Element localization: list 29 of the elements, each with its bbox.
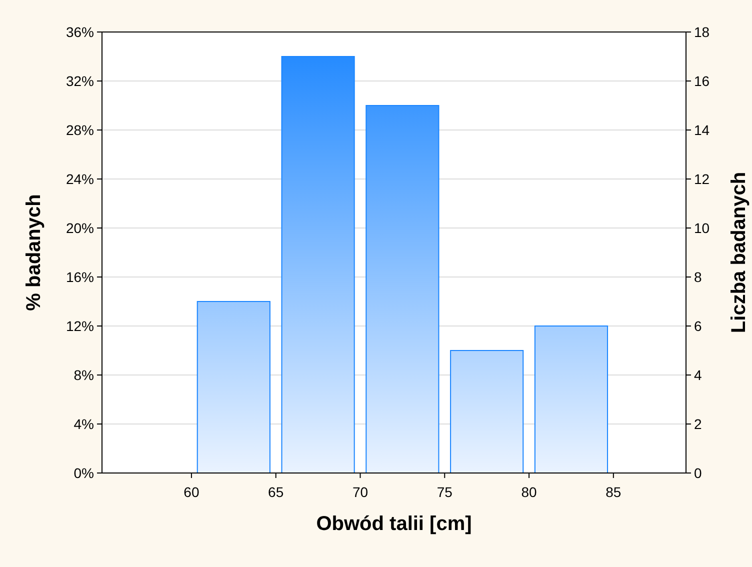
x-tick-label: 80: [521, 484, 538, 500]
x-tick-label: 70: [352, 484, 368, 500]
y2-tick-label: 12: [694, 170, 710, 187]
y-tick-label: 24%: [66, 170, 94, 187]
x-tick-label: 60: [184, 484, 200, 500]
x-axis-title: Obwód talii [cm]: [316, 513, 472, 535]
y2-axis-title: Liczba badanych: [728, 172, 750, 334]
y2-tick-label: 6: [694, 318, 702, 334]
y-tick-label: 0%: [74, 464, 94, 481]
y-axis-title: % badanych: [23, 194, 45, 311]
x-tick-label: 85: [606, 484, 622, 500]
y2-tick-label: 18: [694, 24, 710, 40]
y2-tick-label: 0: [694, 464, 702, 481]
y2-tick-label: 14: [694, 122, 710, 138]
y2-tick-label: 4: [694, 366, 702, 383]
y-tick-label: 12%: [66, 318, 94, 334]
y-tick-label: 8%: [74, 366, 94, 383]
y-tick-label: 20%: [66, 220, 94, 236]
y-tick-label: 32%: [66, 72, 94, 89]
y-tick-label: 4%: [74, 416, 94, 432]
y2-tick-label: 8: [694, 268, 702, 285]
y2-tick-label: 2: [694, 416, 702, 432]
x-tick-label: 65: [268, 484, 284, 500]
y-tick-label: 36%: [66, 24, 94, 40]
y-tick-label: 28%: [66, 122, 94, 138]
y2-tick-label: 16: [694, 72, 710, 89]
x-tick-label: 75: [436, 484, 453, 500]
y2-tick-label: 10: [694, 220, 710, 236]
y-tick-label: 16%: [66, 268, 94, 285]
